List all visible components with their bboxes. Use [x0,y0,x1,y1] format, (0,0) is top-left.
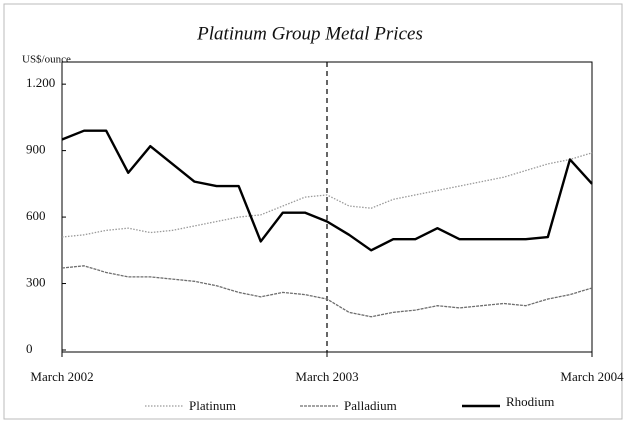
frame [3,3,623,420]
y-tick-label: 900 [26,142,46,157]
x-tick-label: March 2003 [295,369,358,384]
series-line [61,265,593,318]
x-tick-label: March 2004 [560,369,624,384]
y-tick-label: 600 [26,208,46,223]
y-tick-label: 0 [26,341,33,356]
legend-label: Platinum [189,398,236,413]
y-axis-label: US$/ounce [22,54,71,66]
legend-label: Palladium [344,398,397,413]
series-line [61,129,593,252]
series-line [61,152,593,238]
y-tick-label: 1.200 [26,75,55,90]
legend-label: Rhodium [506,394,554,409]
x-tick-label: March 2002 [30,369,93,384]
y-tick-label: 300 [26,275,46,290]
chart-title: Platinum Group Metal Prices [196,23,423,44]
